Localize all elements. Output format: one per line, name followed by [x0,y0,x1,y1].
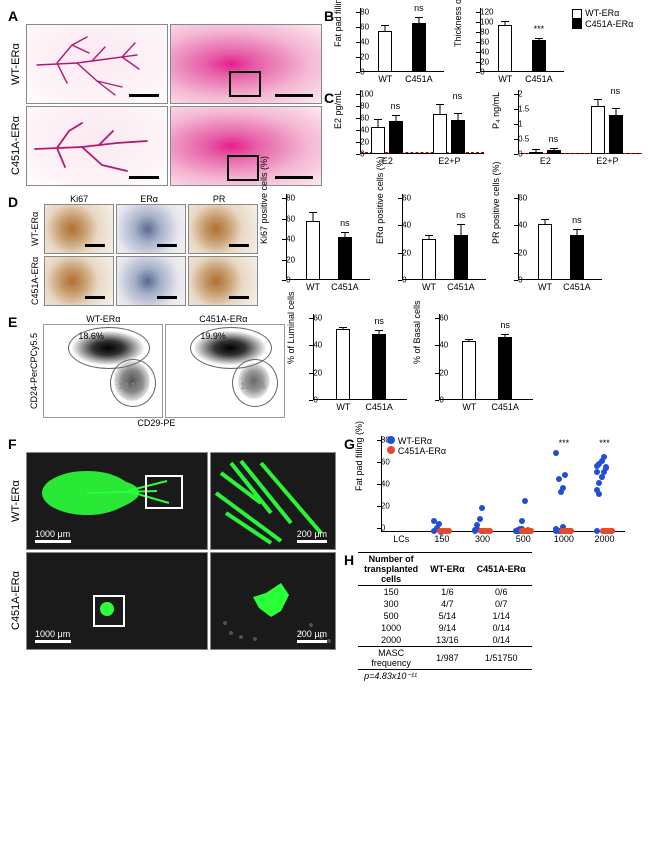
bar-chart: E2 pg/mL 0 20 40 60 80 100 E2ns E2+Pns [338,90,488,168]
scalebar-label: 200 μm [297,529,327,539]
axis-label: ERα positive cells (%) [375,156,385,244]
axis-label: CD29-PE [27,418,285,428]
plot-title: WT-ERα [43,314,163,324]
branching-tree [27,107,167,185]
fluorescence-image: 1000 μm [26,552,208,650]
micrograph [170,24,322,104]
axis-label: PR positive cells (%) [491,161,501,244]
rowlabel-mut: C451A-ERα [28,256,42,306]
axis-label: Thickness of ducts (μm) [453,0,463,47]
rowlabel-wt: WT-ERα [28,204,42,254]
bar-chart: Thickness of ducts (μm) 0 20 40 60 80 10… [458,8,568,86]
rowlabel-wt: WT-ERα [8,24,24,104]
gate-pct: 18.1% [118,381,144,391]
micrograph [44,256,114,306]
bar-chart: % of Basal cells 0 20 40 60 WT C451Ans [417,314,537,414]
bar-chart: P₄ ng/mL 0 0.5 1 1.5 2 E2ns E2+Pns [496,90,646,168]
bar-chart: Ki67 positive cells (%) 0 20 40 60 80 WT… [264,194,374,294]
axis-label: P₄ ng/mL [491,92,501,129]
rowlabel-mut: C451A-ERα [8,552,24,650]
panel-H-label: H [344,552,354,568]
facs-plot: 18.6% 18.1% [43,324,163,418]
micrograph [188,256,258,306]
bar-chart: PR positive cells (%) 0 20 40 60 WT C451… [496,194,606,294]
micrograph [44,204,114,254]
scalebar-label: 200 μm [297,629,327,639]
axis-label: % of Basal cells [412,300,422,364]
axis-label: Fat pad filling (%) [333,0,343,47]
data-table: Number oftransplantedcellsWT-ERαC451A-ER… [358,552,532,683]
gate-pct: 13.8% [240,381,266,391]
rowlabel-mut: C451A-ERα [8,106,24,186]
scalebar-label: 1000 μm [35,629,70,639]
rowlabel-wt: WT-ERα [8,452,24,550]
axis-label: E2 pg/mL [333,90,343,129]
gate-pct: 18.6% [78,331,104,341]
bar-chart: Fat pad filling (%) 0 20 40 60 80 WT C45… [338,8,448,86]
gate-pct: 19.9% [200,331,226,341]
micrograph [116,204,186,254]
scatter-chart: Fat pad filling (%) 0 20 40 60 80LCs1503… [359,436,629,546]
col-header: PR [184,194,254,204]
micrograph [116,256,186,306]
panel-A-label: A [8,8,18,24]
bar-chart: ERα positive cells (%) 0 20 40 60 WT C45… [380,194,490,294]
legend: WT-ERα C451A-ERα [387,436,446,456]
micrograph [170,106,322,186]
axis-label: % of Luminal cells [286,291,296,364]
legend-wt: WT-ERα [572,8,633,19]
micrograph [26,24,168,104]
axis-label: CD24-PerCPCy5.5 [27,324,41,418]
facs-plot: 19.9% 13.8% [165,324,285,418]
bar-chart: % of Luminal cells 0 20 40 60 WT C451Ans [291,314,411,414]
panel-F-label: F [8,436,17,452]
col-header: Ki67 [44,194,114,204]
micrograph [188,204,258,254]
axis-label: Ki67 positive cells (%) [259,156,269,244]
fluorescence-image: 1000 μm [26,452,208,550]
scalebar-label: 1000 μm [35,529,70,539]
legend-mut: C451A-ERα [572,19,633,30]
panel-E-label: E [8,314,17,330]
col-header: ERα [114,194,184,204]
micrograph [26,106,168,186]
branching-tree [27,25,167,103]
fluorescence-image: 200 μm [210,452,336,550]
panel-D-label: D [8,194,18,210]
plot-title: C451A-ERα [163,314,283,324]
fluorescence-image: 200 μm [210,552,336,650]
